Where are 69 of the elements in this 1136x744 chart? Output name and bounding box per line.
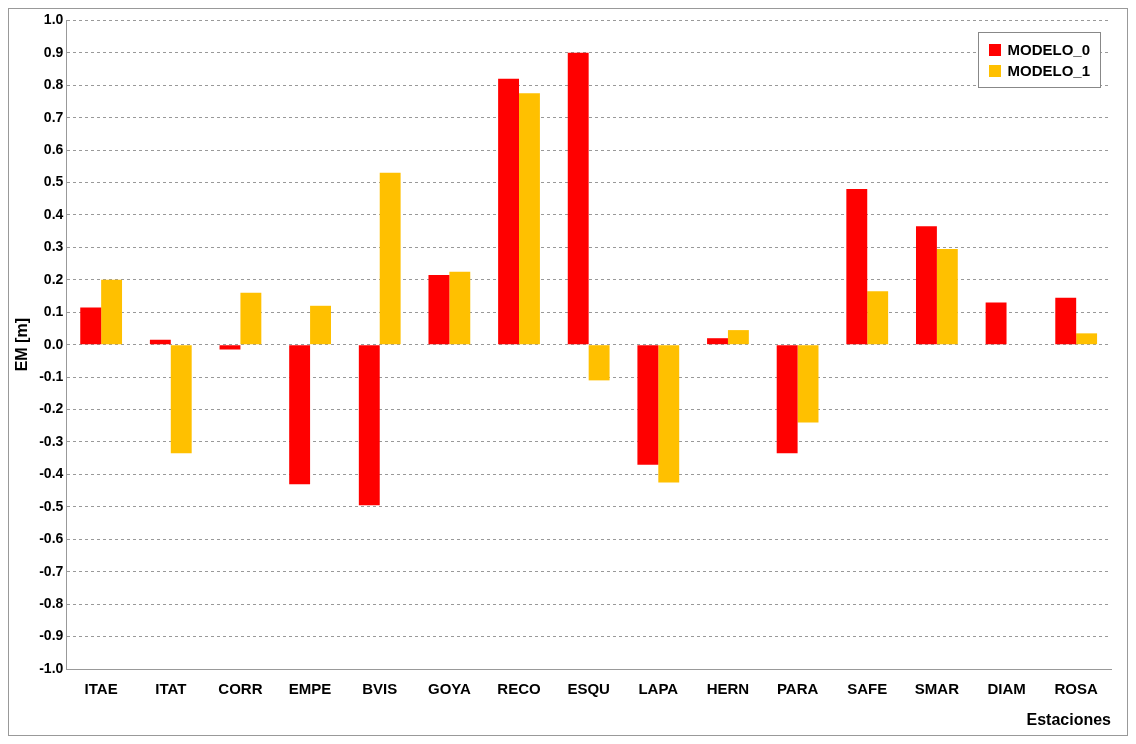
x-tick-label: DIAM [987,680,1026,698]
bar [1055,297,1077,345]
bar [428,274,450,345]
y-tick-label: 0.4 [43,205,64,222]
x-tick-label: ITAE [84,680,118,698]
x-tick-label: LAPA [638,680,679,698]
y-tick-label: 0.0 [43,335,64,352]
y-tick-label: 0.9 [43,43,64,60]
x-tick-label: BVIS [362,680,398,698]
bar [936,249,958,345]
bar [219,345,241,350]
bar [567,52,589,345]
y-tick-label: -0.6 [39,530,64,547]
bar [867,291,889,345]
x-tick-label: SAFE [847,680,888,698]
bar [519,93,540,345]
y-tick-label: -1.0 [39,659,64,676]
bar [658,345,680,483]
y-tick-label: 0.7 [43,108,64,125]
bar [707,338,728,345]
legend-label: MODELO_1 [1007,62,1090,80]
bar [101,279,123,345]
y-tick-label: 0.8 [43,76,64,93]
bar [358,345,380,506]
bar [170,345,192,454]
x-tick-label: HERN [706,680,750,698]
bar [310,305,331,345]
bar [588,345,610,381]
bar [1076,333,1098,345]
bar [449,271,471,345]
y-tick-label: -0.5 [39,497,64,514]
y-tick-label: 1.0 [43,11,64,28]
bar [846,189,868,345]
x-axis-title: Estaciones [1026,711,1112,729]
y-axis-title: EM [m] [13,318,31,372]
x-tick-label: SMAR [914,680,960,698]
bar [915,226,937,345]
x-tick-label: RECO [497,680,542,698]
y-tick-label: 0.1 [43,303,64,320]
y-tick-label: 0.2 [43,270,64,287]
x-tick-label: ESQU [567,680,610,698]
bar [240,292,262,345]
y-tick-label: -0.4 [39,465,64,482]
bar [776,345,798,454]
x-tick-label: PARA [776,680,819,698]
y-tick-label: 0.6 [43,140,64,157]
bar [289,345,311,485]
x-tick-label: ROSA [1054,680,1099,698]
y-tick-label: 0.3 [43,238,64,255]
y-tick-label: -0.7 [39,562,64,579]
bar [498,78,520,345]
y-tick-label: -0.2 [39,400,64,417]
x-tick-label: CORR [218,680,263,698]
x-tick-label: ITAT [155,680,187,698]
bar [379,172,401,345]
y-tick-label: 0.5 [43,173,64,190]
bar [80,307,102,345]
legend-label: MODELO_0 [1007,41,1090,59]
y-tick-label: -0.8 [39,595,64,611]
bar [149,339,171,345]
y-tick-label: -0.1 [39,367,64,384]
y-tick-label: -0.9 [39,627,64,644]
x-tick-label: GOYA [427,680,471,698]
bar [985,302,1007,345]
bar [727,330,749,345]
bar [637,345,659,465]
bar [797,345,819,423]
x-tick-label: EMPE [288,680,332,698]
y-tick-label: -0.3 [39,432,64,449]
